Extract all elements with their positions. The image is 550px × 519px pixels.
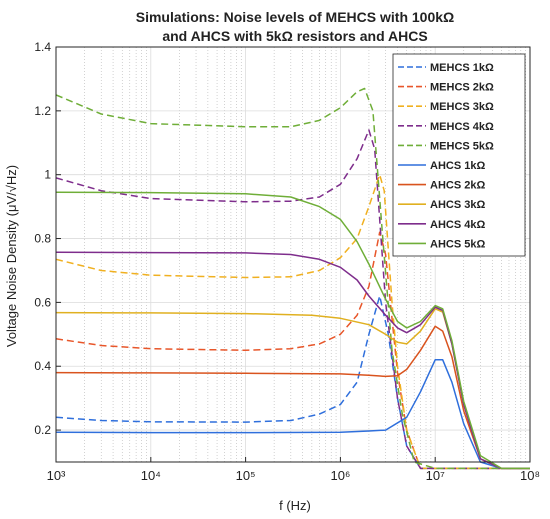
legend-box [392,53,526,257]
legend-label-7: AHCS 2kΩ [430,180,485,192]
x-axis-label: f (Hz) [279,498,311,513]
y-tick-label: 0.6 [34,295,51,309]
legend: MEHCS 1kΩ MEHCS 2kΩ MEHCS 3kΩ MEHCS 4kΩ MEHC… [392,53,526,257]
x-axis-ticks: 10³ 10⁴ 10⁵ 10⁶ 10⁷ 10⁸ [47,457,540,483]
y-tick-label: 0.2 [34,423,51,437]
plot-frame [55,46,531,463]
series-line-6 [55,359,530,470]
legend-label-2: MEHCS 2kΩ [430,82,494,94]
y-tick-label: 1 [44,168,51,182]
y-axis-label: Voltage Noise Density (μV/√Hz) [4,165,19,347]
x-tick-label: 10⁶ [330,468,350,483]
x-tick-label: 10⁴ [141,468,161,483]
chart-title-line-2: and AHCS with 5kΩ resistors and AHCS [162,28,427,44]
y-tick-label: 0.4 [34,359,51,373]
legend-label-5: MEHCS 5kΩ [430,140,494,152]
legend-label-8: AHCS 3kΩ [430,199,485,211]
legend-label-4: MEHCS 4kΩ [430,121,494,133]
series-line-9 [55,251,530,470]
x-tick-label: 10³ [47,468,66,483]
y-tick-label: 0.8 [34,232,51,246]
x-tick-label: 10⁵ [236,468,256,483]
grid-minor [84,47,526,462]
series-line-7 [55,325,530,470]
series-line-3 [55,173,530,470]
x-tick-label: 10⁷ [426,468,445,483]
series-layer [55,87,530,470]
legend-label-9: AHCS 4kΩ [430,219,485,231]
legend-label-6: AHCS 1kΩ [430,160,485,172]
y-tick-label: 1.4 [34,40,51,54]
series-line-10 [55,191,530,470]
x-tick-label: 10⁸ [520,468,540,483]
legend-label-10: AHCS 5kΩ [430,238,485,250]
series-line-5 [55,87,530,470]
legend-label-1: MEHCS 1kΩ [430,62,494,74]
legend-label-3: MEHCS 3kΩ [430,101,494,113]
chart-title-line-1: Simulations: Noise levels of MEHCS with … [136,9,455,25]
y-axis-ticks: 0.2 0.4 0.6 0.8 1 1.2 1.4 [34,40,61,437]
y-tick-label: 1.2 [34,104,51,118]
